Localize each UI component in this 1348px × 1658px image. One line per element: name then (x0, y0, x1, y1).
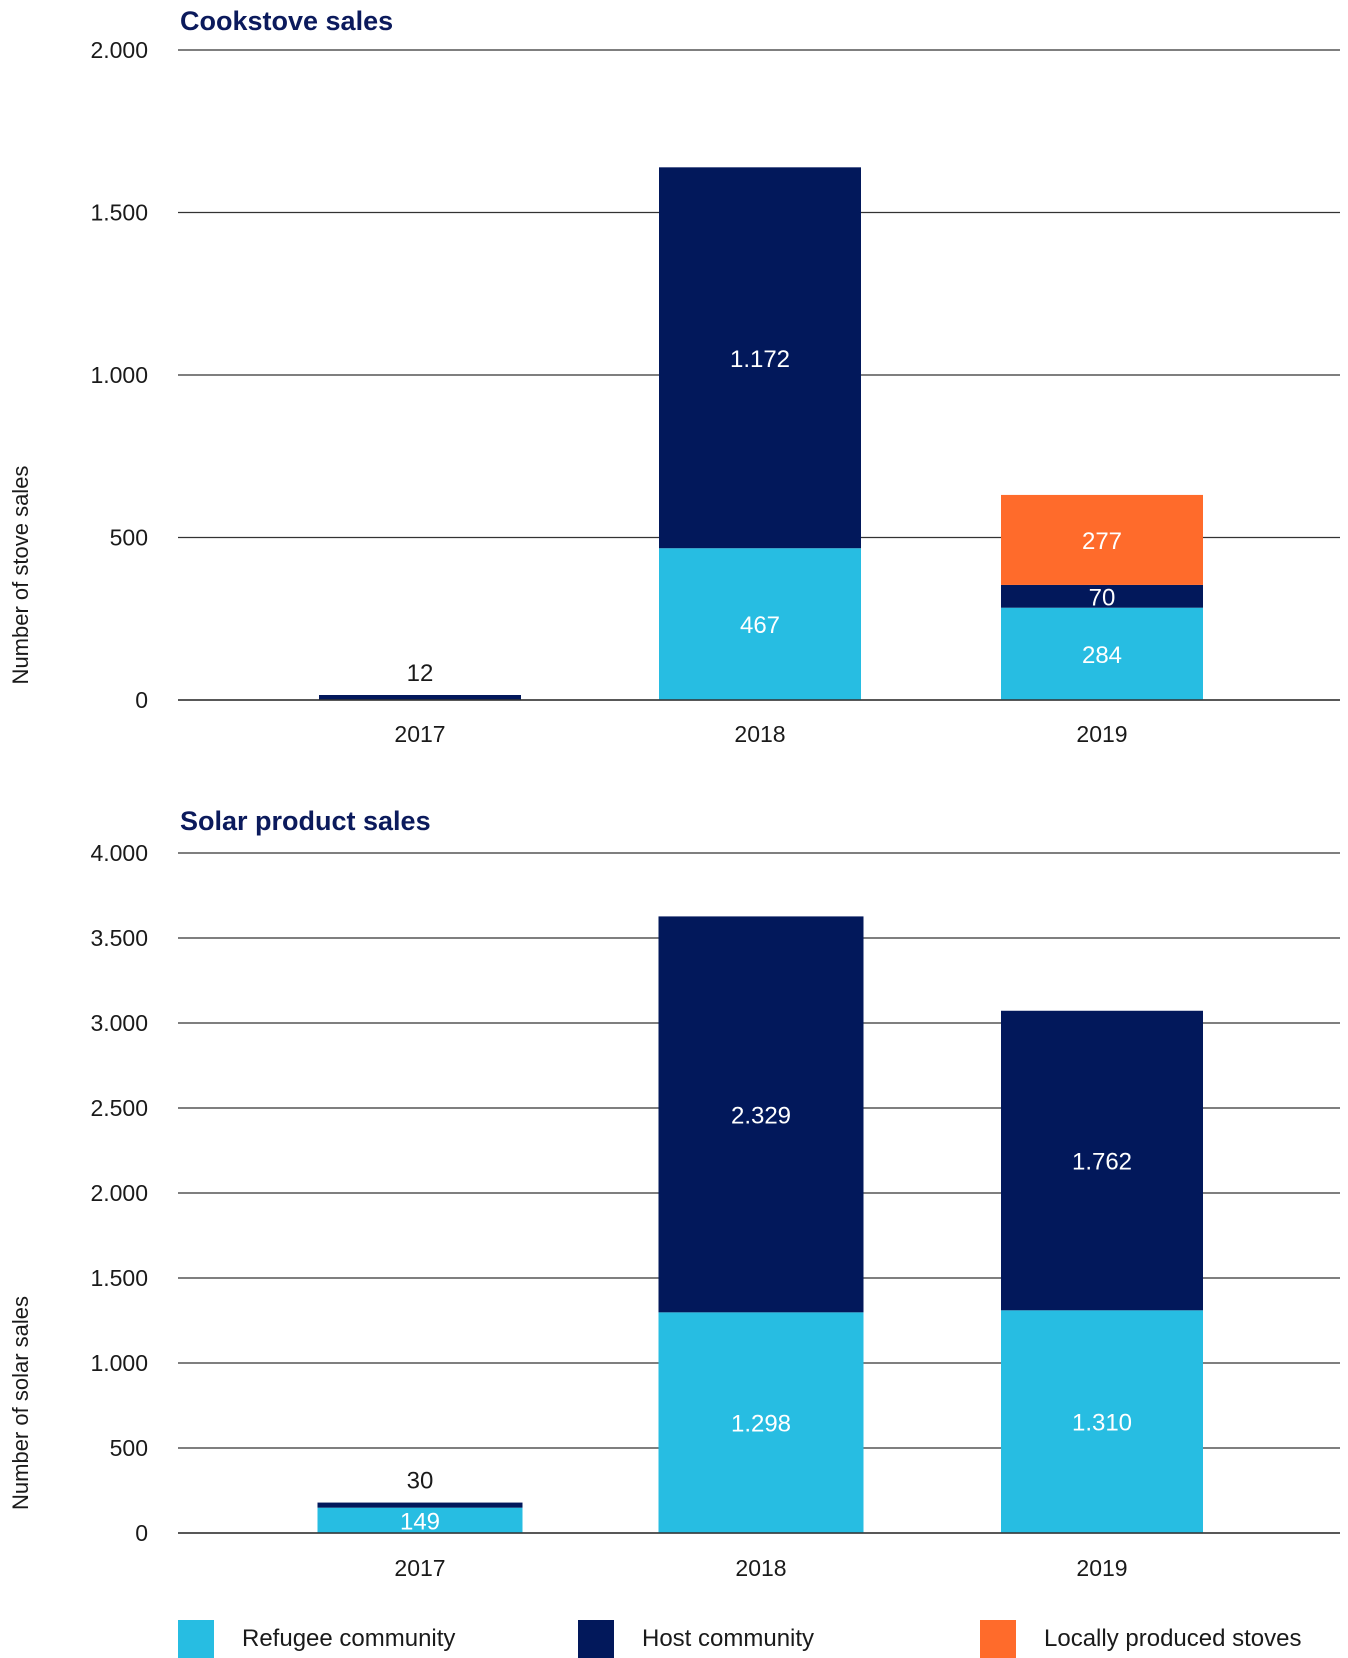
solar-data-label: 149 (400, 1508, 440, 1535)
legend-label-refugee: Refugee community (242, 1625, 456, 1652)
solar-data-label: 2.329 (731, 1102, 791, 1129)
cookstove-bar-2019-refugee-community (1001, 607, 1203, 700)
solar-data-label: 1.298 (731, 1411, 791, 1438)
cookstove-y-tick-label: 1.500 (90, 200, 148, 226)
solar-data-label: 1.762 (1072, 1149, 1132, 1176)
solar-x-tick-label: 2017 (394, 1555, 445, 1581)
legend-swatch-host (578, 1620, 614, 1658)
cookstove-y-tick-label: 1.000 (90, 362, 148, 388)
legend-label-host: Host community (642, 1625, 815, 1652)
solar-data-label: 30 (407, 1468, 434, 1495)
cookstove-data-label: 1.172 (730, 346, 790, 373)
solar-x-tick-label: 2018 (735, 1555, 786, 1581)
cookstove-y-tick-label: 0 (135, 687, 148, 713)
cookstove-y-tick-label: 500 (110, 525, 148, 551)
cookstove-bar-2018-refugee-community (659, 548, 861, 700)
cookstove-x-tick-label: 2018 (734, 721, 785, 747)
solar-data-label: 1.310 (1072, 1410, 1132, 1437)
solar-chart-title: Solar product sales (180, 806, 431, 836)
legend-item-local: Locally produced stoves (980, 1620, 1301, 1658)
solar-y-tick-label: 3.500 (90, 925, 148, 951)
solar-y-tick-label: 1.000 (90, 1350, 148, 1376)
solar-bar-2018-refugee-community (658, 1312, 864, 1533)
cookstove-x-tick-label: 2017 (394, 721, 445, 747)
legend-swatch-local (980, 1620, 1016, 1658)
solar-bar-2019-refugee-community (1001, 1310, 1203, 1533)
cookstove-data-label: 12 (407, 660, 434, 687)
cookstove-chart-title: Cookstove sales (180, 6, 393, 36)
solar-y-tick-label: 1.500 (90, 1265, 148, 1291)
legend: Refugee community Host community Locally… (0, 1620, 1348, 1658)
solar-x-tick-label: 2019 (1076, 1555, 1127, 1581)
solar-bar-2017-host-community (317, 1502, 523, 1508)
cookstove-y-tick-label: 2.000 (90, 37, 148, 63)
solar-y-tick-label: 2.000 (90, 1180, 148, 1206)
cookstove-data-label: 277 (1082, 528, 1122, 555)
cookstove-bar-2019-locally-produced-stoves (1001, 494, 1203, 585)
legend-item-refugee: Refugee community (178, 1620, 455, 1658)
solar-bar-2019-host-community (1001, 1010, 1203, 1311)
cookstove-bar-2019-host-community (1001, 584, 1203, 608)
solar-y-tick-label: 4.000 (90, 840, 148, 866)
cookstove-x-tick-label: 2019 (1076, 721, 1127, 747)
solar-y-tick-label: 2.500 (90, 1095, 148, 1121)
cookstove-y-axis-label: Number of stove sales (8, 466, 33, 685)
solar-y-tick-label: 0 (135, 1520, 148, 1546)
stacked-bar-charts: Cookstove sales Number of stove sales 0 500… (8, 6, 1340, 1581)
solar-y-tick-label: 500 (110, 1435, 148, 1461)
cookstove-data-label: 284 (1082, 642, 1122, 669)
cookstove-data-label: 467 (740, 612, 780, 639)
legend-item-host: Host community (578, 1620, 814, 1658)
solar-bar-2018-host-community (658, 916, 864, 1313)
cookstove-bar-2018-host-community (659, 167, 861, 549)
solar-y-axis-label: Number of solar sales (8, 1296, 33, 1510)
solar-bar-2017-refugee-community (317, 1507, 523, 1533)
solar-y-tick-label: 3.000 (90, 1010, 148, 1036)
legend-label-local: Locally produced stoves (1044, 1625, 1302, 1652)
legend-swatch-refugee (178, 1620, 214, 1658)
cookstove-data-label: 70 (1089, 584, 1116, 611)
cookstove-bar-2017-host-community (319, 695, 521, 700)
